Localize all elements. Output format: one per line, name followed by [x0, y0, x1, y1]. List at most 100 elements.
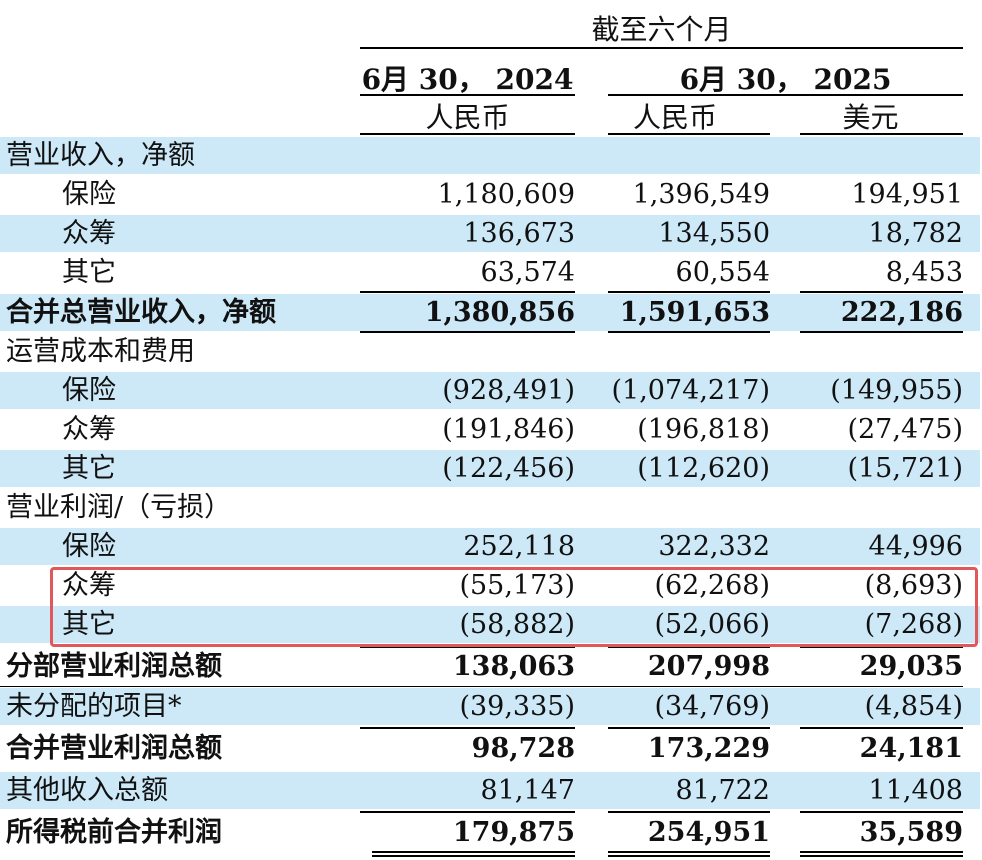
value-2025-usd: (27,475) [847, 414, 963, 445]
row-label: 保险 [62, 531, 116, 562]
value-2025-usd: 11,408 [868, 775, 963, 806]
value-2024-rmb: 138,063 [452, 651, 575, 682]
row-label: 合并营业利润总额 [6, 733, 222, 764]
currency-header-rmb-2024: 人民币 [425, 101, 510, 134]
grand-total-double-rule [800, 851, 963, 857]
value-2025-rmb: 81,722 [675, 775, 770, 806]
value-2024-rmb: (191,846) [442, 414, 575, 445]
total-rule [0, 686, 963, 687]
value-2025-usd: 222,186 [840, 297, 963, 328]
value-2025-usd: (8,693) [864, 570, 963, 601]
value-2024-rmb: (39,335) [459, 691, 575, 722]
value-2025-usd: 29,035 [859, 651, 963, 682]
value-2024-rmb: 252,118 [463, 531, 575, 562]
subtotal-rule [800, 291, 963, 293]
subtotal-rule [800, 811, 963, 813]
row-label: 其它 [62, 257, 116, 288]
value-2025-rmb: 254,951 [647, 817, 770, 848]
value-2025-usd: (4,854) [864, 691, 963, 722]
table-row: 未分配的项目* (39,335) (34,769) (4,854) [0, 688, 982, 725]
row-label: 营业收入，净额 [6, 140, 195, 171]
row-label: 运营成本和费用 [6, 336, 195, 367]
table-row: 保险 1,180,609 1,396,549 194,951 [0, 176, 982, 213]
currency-rule-usd-2025 [800, 133, 963, 135]
value-2025-usd: (149,955) [830, 375, 963, 406]
row-label: 保险 [62, 179, 116, 210]
row-label: 众筹 [62, 414, 116, 445]
value-2024-rmb: (58,882) [459, 609, 575, 640]
currency-header-usd-2025: 美元 [842, 101, 899, 134]
table-row: 众筹 (55,173) (62,268) (8,693) [0, 567, 982, 604]
currency-header-rmb-2025: 人民币 [632, 101, 717, 134]
value-2025-rmb: 134,550 [658, 218, 770, 249]
value-2024-rmb: 179,875 [452, 817, 575, 848]
date-header-2025: 6月 30， 2025 [679, 63, 892, 96]
value-2024-rmb: 1,380,856 [424, 297, 575, 328]
table-row: 其他收入总额 81,147 81,722 11,408 [0, 772, 982, 809]
table-row: 其它 (58,882) (52,066) (7,268) [0, 606, 982, 643]
date-rule-2025 [608, 94, 963, 96]
value-2025-usd: 35,589 [859, 817, 963, 848]
value-2025-rmb: 60,554 [675, 257, 770, 288]
value-2025-rmb: (1,074,217) [611, 375, 770, 406]
row-label: 其他收入总额 [6, 775, 168, 806]
table-row: 其它 63,574 60,554 8,453 [0, 254, 982, 291]
currency-rule-rmb-2025 [608, 133, 770, 135]
value-2025-rmb: (112,620) [637, 453, 770, 484]
grand-total-double-rule [608, 851, 770, 857]
grand-total-double-rule [372, 851, 575, 857]
value-2025-rmb: (62,268) [654, 570, 770, 601]
table-row: 保险 (928,491) (1,074,217) (149,955) [0, 372, 982, 409]
value-2024-rmb: (55,173) [459, 570, 575, 601]
table-row: 运营成本和费用 [0, 333, 982, 370]
row-label: 营业利润/（亏损） [6, 492, 232, 523]
row-label: 众筹 [62, 570, 116, 601]
value-2025-rmb: (34,769) [654, 691, 770, 722]
row-label: 其它 [62, 609, 116, 640]
value-2024-rmb: 98,728 [471, 733, 575, 764]
row-label: 众筹 [62, 218, 116, 249]
subtotal-rule [608, 811, 770, 813]
value-2025-usd: 8,453 [885, 257, 963, 288]
value-2025-usd: 194,951 [851, 179, 963, 210]
subtotal-rule [360, 727, 575, 729]
subtotal-rule [608, 646, 770, 648]
table-row: 营业利润/（亏损） [0, 489, 982, 526]
value-2025-rmb: (196,818) [637, 414, 770, 445]
table-row: 保险 252,118 322,332 44,996 [0, 528, 982, 565]
table-row: 众筹 136,673 134,550 18,782 [0, 215, 982, 252]
subtotal-rule [608, 291, 770, 293]
value-2025-rmb: 1,591,653 [619, 297, 770, 328]
value-2024-rmb: (928,491) [442, 375, 575, 406]
row-label: 分部营业利润总额 [6, 651, 222, 682]
row-label: 所得税前合并利润 [6, 817, 222, 848]
currency-rule-2024 [360, 133, 575, 135]
table-row: 所得税前合并利润 179,875 254,951 35,589 [0, 814, 982, 851]
value-2025-rmb: 322,332 [658, 531, 770, 562]
date-header-2024: 6月 30， 2024 [361, 63, 574, 96]
value-2024-rmb: 63,574 [480, 257, 575, 288]
total-rule [608, 331, 770, 333]
date-rule-2024 [360, 94, 575, 96]
value-2025-usd: 44,996 [868, 531, 963, 562]
value-2024-rmb: 1,180,609 [437, 179, 575, 210]
row-label: 未分配的项目* [6, 691, 182, 722]
period-header-rule [360, 47, 963, 49]
table-row: 众筹 (191,846) (196,818) (27,475) [0, 411, 982, 448]
value-2025-rmb: 207,998 [647, 651, 770, 682]
table-row: 营业收入，净额 [0, 137, 982, 174]
value-2025-usd: 24,181 [859, 733, 963, 764]
value-2024-rmb: 81,147 [480, 775, 575, 806]
value-2024-rmb: 136,673 [463, 218, 575, 249]
table-row: 合并营业利润总额 98,728 173,229 24,181 [0, 730, 982, 767]
row-label: 合并总营业收入，净额 [6, 297, 276, 328]
value-2025-usd: 18,782 [868, 218, 963, 249]
period-header: 截至六个月 [591, 13, 732, 46]
table-row: 其它 (122,456) (112,620) (15,721) [0, 450, 982, 487]
value-2025-rmb: (52,066) [654, 609, 770, 640]
value-2025-rmb: 173,229 [647, 733, 770, 764]
value-2025-usd: (7,268) [864, 609, 963, 640]
subtotal-rule [800, 646, 963, 648]
subtotal-rule [360, 291, 575, 293]
value-2025-usd: (15,721) [847, 453, 963, 484]
